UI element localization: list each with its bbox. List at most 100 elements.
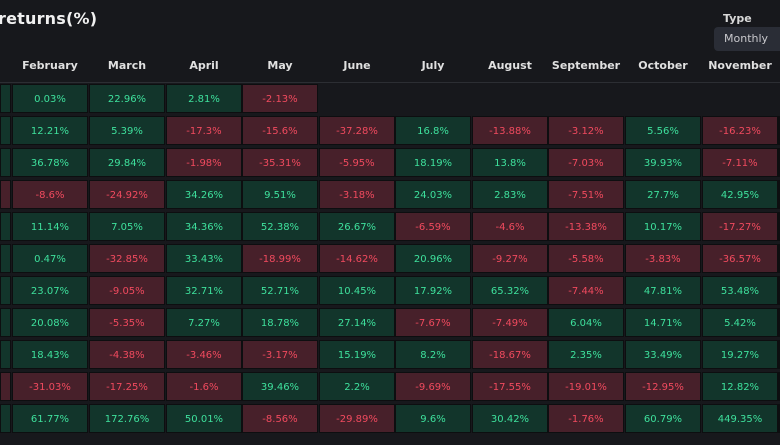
month-header-november: November [708, 59, 772, 72]
return-cell: 16.8% [395, 116, 471, 145]
return-cell: -4.6% [472, 212, 548, 241]
return-cell: 7.27% [166, 308, 242, 337]
return-cell: 27.14% [319, 308, 395, 337]
return-cell: 8.2% [395, 340, 471, 369]
return-cell: 30.42% [472, 404, 548, 433]
return-cell: 20.08% [12, 308, 88, 337]
cell-edge-left [0, 308, 11, 337]
month-header-april: April [189, 59, 219, 72]
return-cell: 24.03% [395, 180, 471, 209]
return-cell: 2.35% [548, 340, 624, 369]
return-cell: 52.71% [242, 276, 318, 305]
month-header-row: February March April May June July August Septe… [0, 55, 780, 77]
return-cell: 7.05% [89, 212, 165, 241]
return-cell: 12.21% [12, 116, 88, 145]
page-title: returns(%) [0, 9, 98, 28]
return-cell: -17.55% [472, 372, 548, 401]
return-cell: -37.28% [319, 116, 395, 145]
return-cell: 17.92% [395, 276, 471, 305]
return-cell: -4.38% [89, 340, 165, 369]
return-cell: 449.35% [702, 404, 778, 433]
return-cell: 60.79% [625, 404, 701, 433]
month-header-september: September [551, 59, 621, 72]
return-cell: -3.18% [319, 180, 395, 209]
return-cell: -7.49% [472, 308, 548, 337]
return-cell: -13.38% [548, 212, 624, 241]
return-cell: 52.38% [242, 212, 318, 241]
return-cell: 26.67% [319, 212, 395, 241]
return-cell: 34.36% [166, 212, 242, 241]
return-cell: -7.03% [548, 148, 624, 177]
return-cell: -17.3% [166, 116, 242, 145]
type-select[interactable]: Monthly [714, 27, 780, 51]
return-cell: -9.69% [395, 372, 471, 401]
return-cell: -7.67% [395, 308, 471, 337]
month-header-february: February [22, 59, 78, 72]
return-cell: 5.42% [702, 308, 778, 337]
return-cell: -3.83% [625, 244, 701, 273]
return-cell: 61.77% [12, 404, 88, 433]
return-cell: 5.56% [625, 116, 701, 145]
return-cell: -7.44% [548, 276, 624, 305]
return-cell: 18.19% [395, 148, 471, 177]
return-cell: 12.82% [702, 372, 778, 401]
return-cell: 11.14% [12, 212, 88, 241]
return-cell: -5.35% [89, 308, 165, 337]
return-cell: -7.51% [548, 180, 624, 209]
return-cell: -5.58% [548, 244, 624, 273]
return-cell: -31.03% [12, 372, 88, 401]
return-cell: 34.26% [166, 180, 242, 209]
cell-edge-left [0, 116, 11, 145]
return-cell: -19.01% [548, 372, 624, 401]
return-cell: 9.51% [242, 180, 318, 209]
header-divider [0, 82, 780, 83]
cell-edge-left [0, 244, 11, 273]
cell-edge-left [0, 212, 11, 241]
return-cell: 33.43% [166, 244, 242, 273]
return-cell: 18.78% [242, 308, 318, 337]
return-cell: -2.13% [242, 84, 318, 113]
return-cell: 23.07% [12, 276, 88, 305]
cell-edge-left [0, 404, 11, 433]
return-cell: 14.71% [625, 308, 701, 337]
return-cell: 33.49% [625, 340, 701, 369]
return-cell: -24.92% [89, 180, 165, 209]
return-cell: 10.45% [319, 276, 395, 305]
return-cell: 39.93% [625, 148, 701, 177]
cell-edge-left [0, 84, 11, 113]
return-cell: 18.43% [12, 340, 88, 369]
return-cell: -13.88% [472, 116, 548, 145]
return-cell: -8.56% [242, 404, 318, 433]
return-cell: 22.96% [89, 84, 165, 113]
return-cell: 10.17% [625, 212, 701, 241]
return-cell: -18.99% [242, 244, 318, 273]
month-header-may: May [267, 59, 293, 72]
return-cell: -7.11% [702, 148, 778, 177]
return-cell: 65.32% [472, 276, 548, 305]
return-cell: -3.46% [166, 340, 242, 369]
return-cell: -35.31% [242, 148, 318, 177]
return-cell: -14.62% [319, 244, 395, 273]
return-cell: 42.95% [702, 180, 778, 209]
return-cell: 0.03% [12, 84, 88, 113]
return-cell: -17.27% [702, 212, 778, 241]
return-cell: -16.23% [702, 116, 778, 145]
month-header-october: October [638, 59, 688, 72]
return-cell: 2.83% [472, 180, 548, 209]
return-cell: 15.19% [319, 340, 395, 369]
return-cell: -1.76% [548, 404, 624, 433]
month-header-june: June [343, 59, 371, 72]
returns-grid: 0.03% 22.96% 2.81% -2.13% 12.21% 5.39% -17.3% -… [0, 84, 780, 445]
return-cell: -9.05% [89, 276, 165, 305]
return-cell: -5.95% [319, 148, 395, 177]
return-cell: 39.46% [242, 372, 318, 401]
return-cell: 20.96% [395, 244, 471, 273]
cell-edge-left [0, 372, 11, 401]
return-cell: -15.6% [242, 116, 318, 145]
month-header-march: March [107, 59, 147, 72]
cell-edge-left [0, 180, 11, 209]
return-cell: -1.6% [166, 372, 242, 401]
return-cell: 47.81% [625, 276, 701, 305]
return-cell: 13.8% [472, 148, 548, 177]
return-cell: -9.27% [472, 244, 548, 273]
